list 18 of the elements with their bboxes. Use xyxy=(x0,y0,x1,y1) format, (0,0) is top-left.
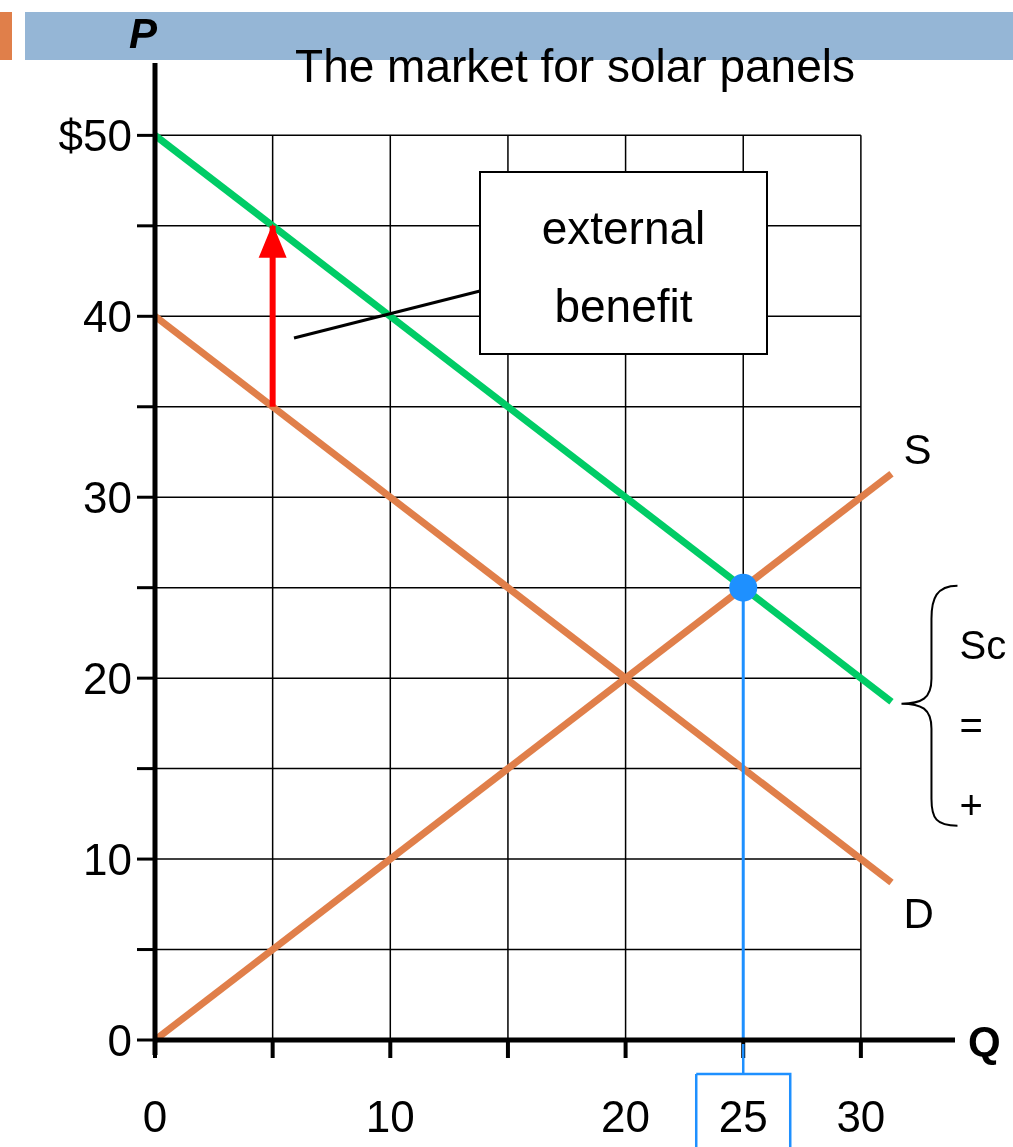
x-tick-label: 25 xyxy=(718,1092,768,1141)
y-axis-title: P xyxy=(128,10,158,57)
y-tick-label: 20 xyxy=(83,654,132,704)
text: Sc = + xyxy=(959,622,1007,827)
y-tick-label: 30 xyxy=(83,473,132,523)
x-tick-label: 30 xyxy=(836,1092,886,1141)
y-tick-label: $50 xyxy=(58,111,132,161)
x-tick-label: 20 xyxy=(601,1092,651,1141)
y-tick-label: 40 xyxy=(83,292,132,342)
chart-title: The market for solar panels xyxy=(295,40,855,92)
x-axis-title: Q xyxy=(968,1018,1001,1065)
y-tick-label: 10 xyxy=(83,835,132,885)
x-tick-label: 0 xyxy=(142,1092,168,1141)
series-label: D xyxy=(903,889,934,937)
annotation: external benefit xyxy=(541,202,706,332)
x-tick-label: 10 xyxy=(365,1092,415,1141)
y-tick-label: 0 xyxy=(107,1016,132,1065)
series-label: S xyxy=(903,425,932,473)
